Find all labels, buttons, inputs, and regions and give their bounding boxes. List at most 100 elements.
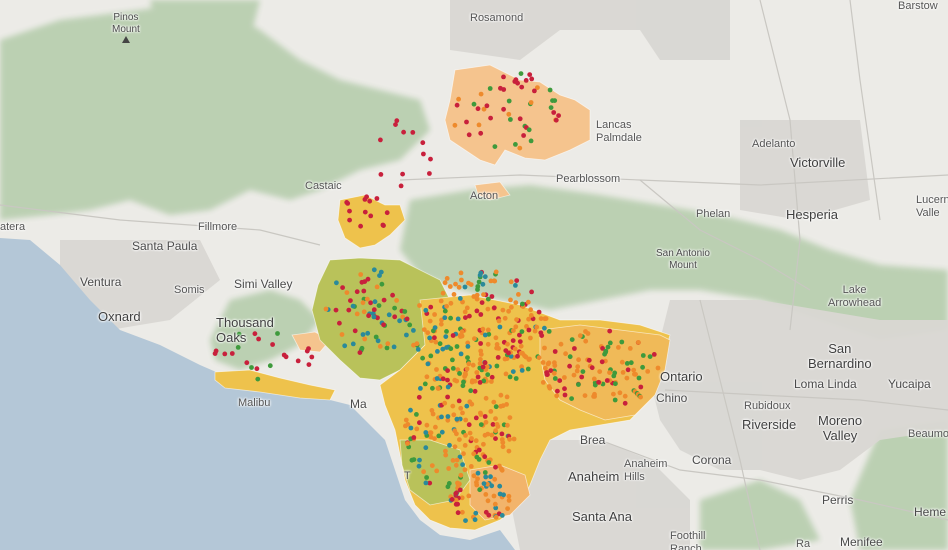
data-point[interactable]	[647, 354, 653, 359]
data-point[interactable]	[465, 355, 470, 360]
data-point[interactable]	[381, 223, 386, 229]
data-point[interactable]	[489, 379, 494, 384]
data-point[interactable]	[528, 100, 534, 105]
data-point[interactable]	[607, 370, 612, 375]
data-point[interactable]	[589, 365, 595, 371]
data-point[interactable]	[476, 122, 482, 128]
data-point[interactable]	[552, 376, 558, 381]
data-point[interactable]	[359, 279, 365, 285]
data-point[interactable]	[459, 495, 465, 501]
data-point[interactable]	[612, 397, 618, 403]
data-point[interactable]	[446, 466, 452, 471]
data-point[interactable]	[466, 493, 472, 499]
data-point[interactable]	[596, 379, 601, 385]
data-point[interactable]	[486, 460, 492, 465]
data-point[interactable]	[421, 151, 426, 157]
data-point[interactable]	[254, 366, 260, 372]
data-point[interactable]	[489, 432, 495, 438]
data-point[interactable]	[485, 372, 491, 377]
data-point[interactable]	[432, 335, 437, 341]
data-point[interactable]	[452, 444, 458, 450]
data-point[interactable]	[424, 374, 430, 380]
data-point[interactable]	[464, 366, 470, 372]
data-point[interactable]	[501, 74, 506, 80]
data-point[interactable]	[490, 422, 496, 427]
data-point[interactable]	[539, 333, 545, 338]
data-point[interactable]	[554, 393, 560, 399]
data-point[interactable]	[450, 458, 456, 463]
data-point[interactable]	[333, 307, 339, 313]
data-point[interactable]	[475, 374, 481, 380]
data-point[interactable]	[252, 331, 258, 337]
data-point[interactable]	[517, 116, 523, 122]
data-point[interactable]	[488, 474, 493, 480]
data-point[interactable]	[444, 303, 449, 309]
data-point[interactable]	[552, 98, 558, 103]
data-point[interactable]	[494, 363, 500, 369]
data-point[interactable]	[427, 171, 432, 176]
data-point[interactable]	[309, 354, 315, 360]
data-point[interactable]	[408, 425, 414, 431]
data-point[interactable]	[455, 510, 461, 516]
data-point[interactable]	[352, 328, 358, 334]
data-point[interactable]	[474, 370, 480, 375]
data-point[interactable]	[350, 303, 356, 309]
data-point[interactable]	[466, 361, 472, 367]
data-point[interactable]	[445, 417, 451, 423]
data-point[interactable]	[586, 357, 592, 363]
data-point[interactable]	[491, 305, 497, 311]
data-point[interactable]	[483, 509, 489, 515]
data-point[interactable]	[526, 357, 532, 362]
data-point[interactable]	[485, 431, 491, 437]
data-point[interactable]	[473, 415, 479, 421]
data-point[interactable]	[420, 140, 426, 146]
data-point[interactable]	[493, 428, 498, 434]
data-point[interactable]	[430, 411, 436, 417]
data-point[interactable]	[463, 371, 468, 376]
data-point[interactable]	[636, 375, 642, 381]
data-point[interactable]	[651, 352, 657, 357]
data-point[interactable]	[443, 452, 449, 458]
data-point[interactable]	[567, 363, 572, 369]
data-point[interactable]	[367, 198, 373, 204]
data-point[interactable]	[450, 333, 456, 338]
data-point[interactable]	[450, 403, 456, 409]
data-point[interactable]	[485, 306, 491, 312]
data-point[interactable]	[627, 346, 633, 351]
data-point[interactable]	[414, 426, 420, 432]
data-point[interactable]	[417, 303, 422, 308]
data-point[interactable]	[518, 343, 524, 349]
data-point[interactable]	[511, 328, 516, 333]
data-point[interactable]	[371, 314, 377, 320]
data-point[interactable]	[394, 298, 399, 303]
data-point[interactable]	[433, 424, 438, 430]
data-point[interactable]	[548, 368, 554, 373]
data-point[interactable]	[523, 78, 529, 83]
data-point[interactable]	[470, 378, 475, 384]
data-point[interactable]	[256, 336, 261, 342]
data-point[interactable]	[444, 276, 450, 281]
data-point[interactable]	[424, 475, 429, 480]
data-point[interactable]	[494, 345, 499, 351]
data-point[interactable]	[425, 361, 431, 367]
data-point[interactable]	[513, 283, 518, 288]
data-point[interactable]	[519, 364, 524, 370]
data-point[interactable]	[371, 267, 377, 273]
data-point[interactable]	[569, 337, 575, 342]
data-point[interactable]	[567, 354, 573, 360]
data-point[interactable]	[585, 331, 591, 336]
data-point[interactable]	[500, 403, 506, 409]
data-point[interactable]	[477, 487, 483, 493]
data-point[interactable]	[339, 332, 345, 337]
data-point[interactable]	[408, 407, 413, 413]
data-point[interactable]	[600, 346, 605, 351]
data-point[interactable]	[446, 481, 452, 486]
data-point[interactable]	[616, 345, 621, 350]
data-point[interactable]	[633, 372, 638, 377]
data-point[interactable]	[445, 414, 451, 419]
data-point[interactable]	[415, 347, 421, 352]
data-point[interactable]	[466, 132, 472, 138]
data-point[interactable]	[508, 117, 513, 122]
data-point[interactable]	[425, 330, 431, 336]
data-point[interactable]	[497, 324, 503, 330]
